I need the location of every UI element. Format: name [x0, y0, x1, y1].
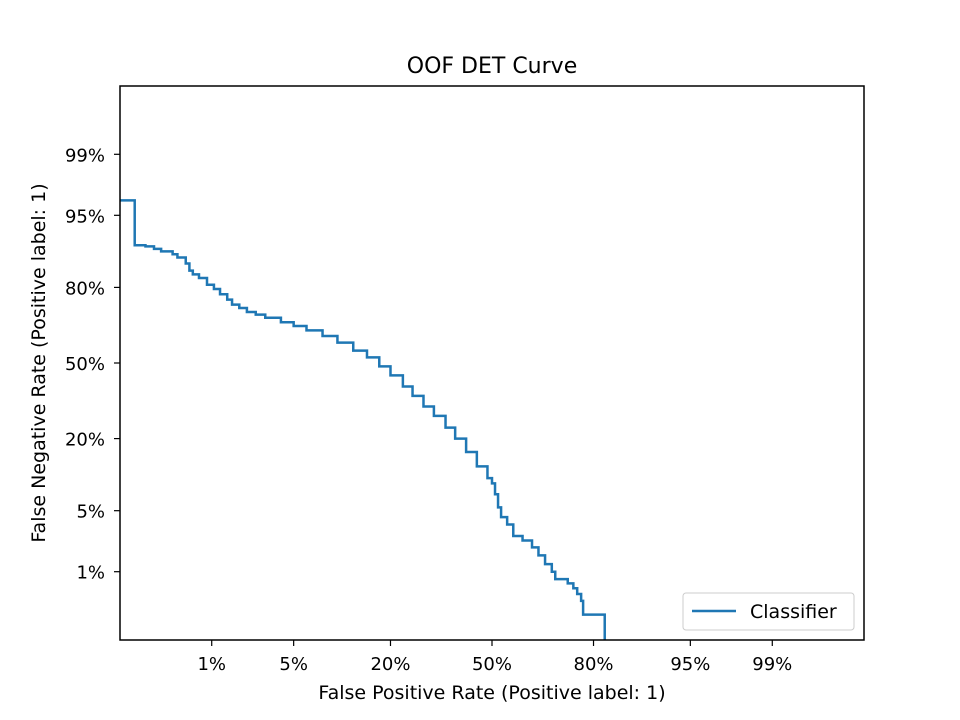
y-tick-label: 99%: [65, 145, 105, 166]
x-tick-label: 5%: [279, 654, 308, 675]
y-tick-label: 1%: [76, 563, 105, 584]
x-tick-label: 80%: [574, 654, 614, 675]
x-tick-label: 95%: [670, 654, 710, 675]
y-tick-label: 95%: [65, 206, 105, 227]
y-axis-label: False Negative Rate (Positive label: 1): [28, 183, 50, 542]
y-tick-label: 20%: [65, 430, 105, 451]
plot-area-frame: [119, 85, 865, 641]
legend-box: [682, 592, 855, 631]
y-axis-ticks: 1% 5% 20% 50% 80% 95% 99%: [65, 145, 120, 584]
x-tick-label: 1%: [197, 654, 226, 675]
classifier-series-line: [120, 199, 606, 640]
x-axis-ticks: 1% 5% 20% 50% 80% 95% 99%: [197, 640, 792, 675]
x-tick-label: 99%: [752, 654, 792, 675]
chart-title: OOF DET Curve: [407, 54, 577, 79]
x-tick-label: 50%: [472, 654, 512, 675]
legend-label: Classifier: [750, 601, 837, 623]
y-tick-label: 50%: [65, 354, 105, 375]
x-axis-label: False Positive Rate (Positive label: 1): [318, 682, 665, 704]
legend: Classifier: [682, 592, 855, 631]
y-tick-label: 5%: [76, 502, 105, 523]
x-tick-label: 20%: [370, 654, 410, 675]
y-tick-label: 80%: [65, 278, 105, 299]
